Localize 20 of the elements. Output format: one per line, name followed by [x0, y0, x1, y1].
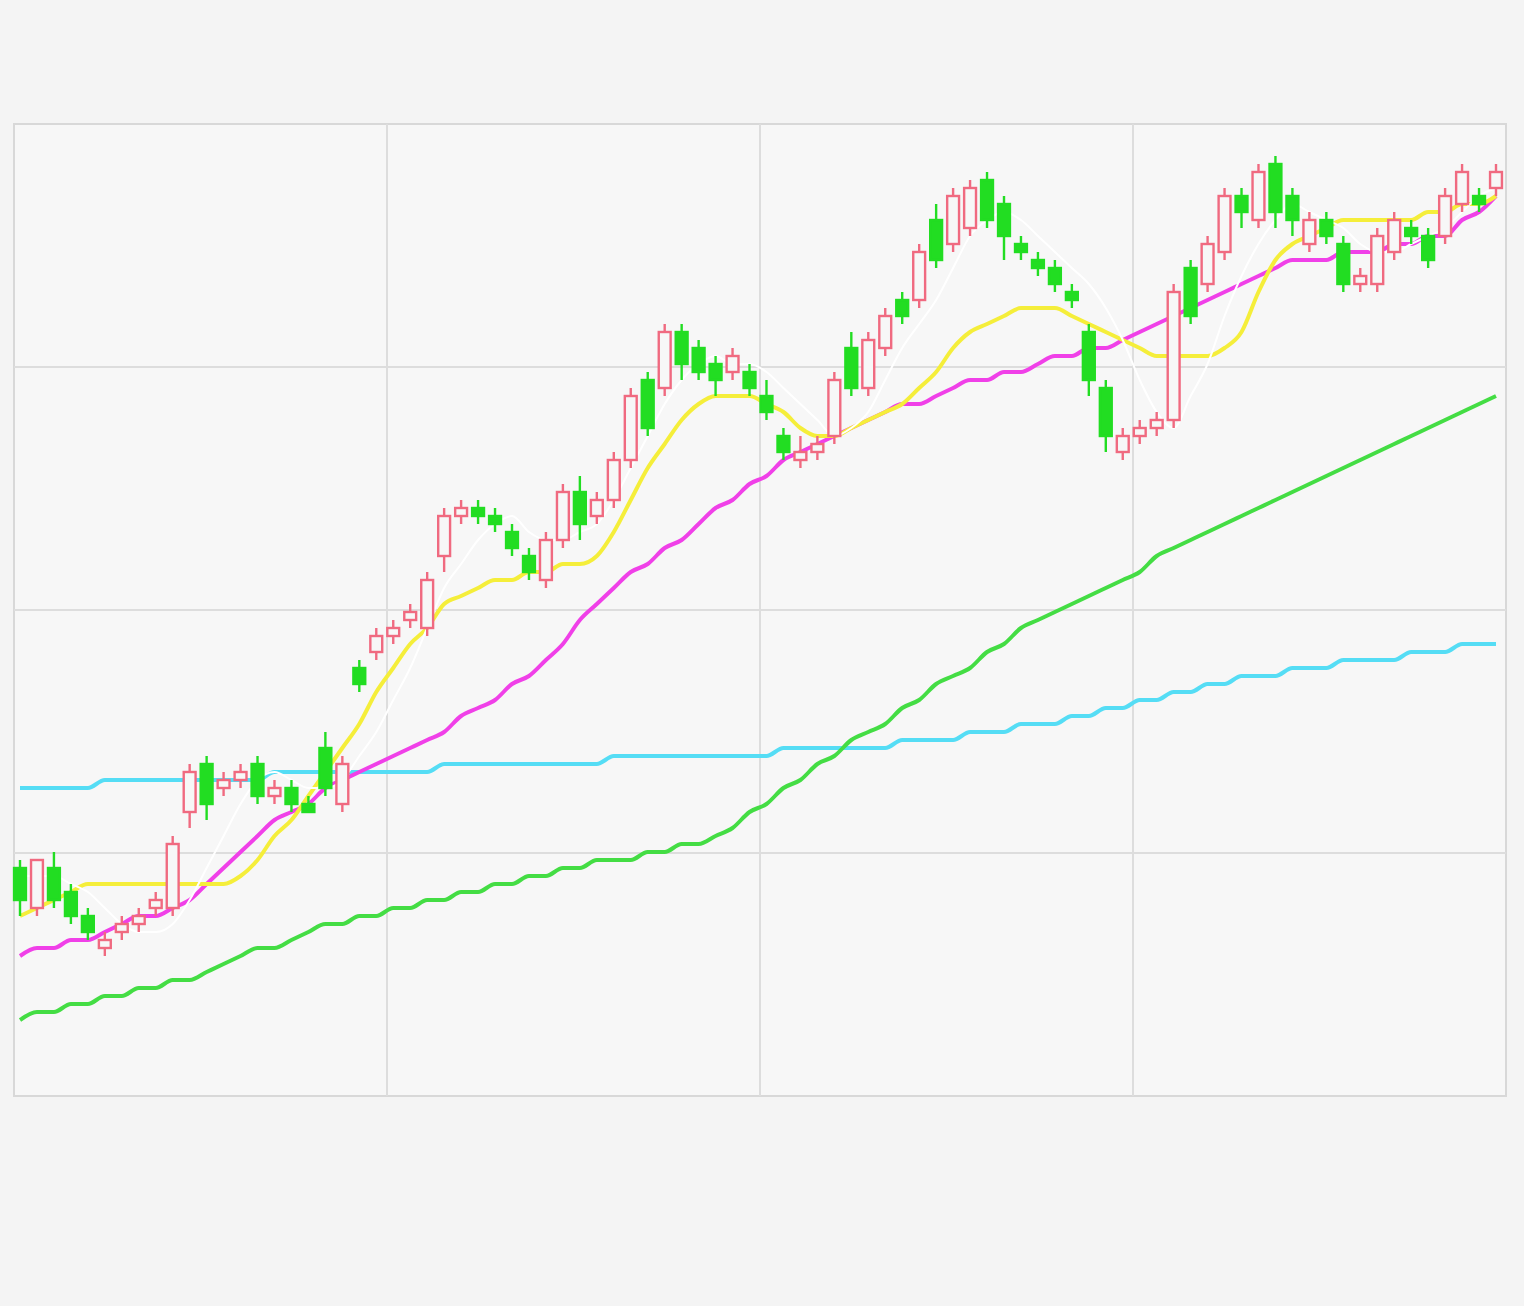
candlestick: [335, 754, 350, 814]
candlestick: [352, 658, 367, 694]
candlestick: [1336, 234, 1351, 294]
candlestick: [250, 754, 265, 806]
candlestick: [1302, 210, 1317, 254]
candlestick: [725, 346, 740, 382]
candlestick: [182, 762, 197, 830]
candlestick: [742, 362, 757, 398]
candlestick: [199, 754, 214, 822]
candlestick: [657, 322, 672, 398]
candlestick: [1234, 186, 1249, 230]
candlestick: [844, 330, 859, 398]
candlestick: [1183, 258, 1198, 326]
candlestick: [318, 730, 333, 798]
candlestick: [267, 778, 282, 806]
candlestick: [1251, 162, 1266, 230]
candlestick: [776, 426, 791, 462]
candlestick: [1319, 210, 1334, 246]
candlestick: [759, 378, 774, 422]
candlestick: [827, 370, 842, 446]
